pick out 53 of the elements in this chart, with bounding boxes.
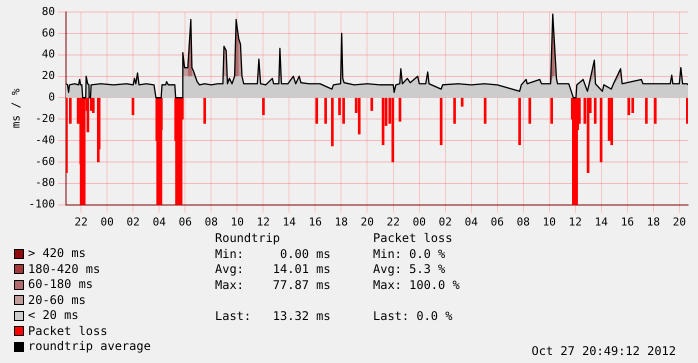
x-tick-label: 06: [178, 215, 192, 228]
x-tick-label: 00: [412, 215, 426, 228]
y-tick-label: -100: [28, 198, 55, 211]
legend-label: < 20 ms: [28, 308, 79, 324]
text: Min: 0.0 %: [373, 246, 446, 262]
text: Min: 0.00 ms: [215, 246, 332, 262]
x-tick-label: 20: [360, 215, 374, 228]
x-tick-label: 14: [594, 215, 608, 228]
text: Packet loss: [373, 231, 452, 246]
y-tick-label: 80: [42, 4, 55, 18]
x-tick-label: 22: [74, 215, 88, 228]
x-tick-label: 16: [620, 215, 634, 228]
y-tick-label: -80: [35, 176, 55, 190]
x-tick-label: 04: [152, 215, 166, 228]
legend-label: 60-180 ms: [28, 277, 94, 292]
x-tick-label: 00: [100, 215, 114, 228]
text: Last: 13.32 ms: [215, 308, 332, 324]
text: Last: 0.0 %: [373, 308, 452, 324]
x-tick-label: 14: [282, 215, 296, 228]
legend-label: 180-420 ms: [28, 262, 100, 277]
x-tick-label: 16: [308, 215, 322, 228]
x-tick-label: 08: [204, 215, 218, 228]
x-tick-label: 22: [386, 215, 400, 228]
x-tick-label: 20: [672, 215, 686, 228]
x-tick-label: 06: [490, 215, 504, 228]
y-tick-label: 20: [42, 69, 55, 82]
y-tick-label: -20: [35, 112, 55, 125]
y-tick-label: 60: [42, 26, 55, 40]
x-tick-label: 10: [542, 215, 556, 228]
x-tick-label: 12: [256, 215, 270, 228]
legend-label: > 420 ms: [28, 246, 86, 262]
y-axis-title: ms / %: [9, 88, 22, 128]
x-tick-label: 18: [334, 215, 348, 228]
y-tick-label: -60: [35, 154, 55, 168]
text: Avg: 5.3 %: [373, 262, 446, 278]
text: Avg: 14.01 ms: [215, 262, 332, 278]
y-tick-label: 0: [48, 90, 55, 104]
x-tick-label: 12: [568, 215, 582, 228]
x-tick-label: 08: [516, 215, 530, 228]
legend-label: 20-60 ms: [28, 292, 86, 308]
text: Max: 100.0 %: [373, 278, 460, 293]
x-tick-label: 02: [438, 215, 452, 228]
x-tick-label: 04: [464, 215, 478, 228]
x-tick-label: 02: [126, 215, 140, 228]
x-tick-label: 18: [646, 215, 660, 228]
text: Max: 77.87 ms: [215, 278, 332, 293]
text: Oct 27 20:49:12 2012: [532, 344, 676, 360]
legend-label: roundtrip average: [28, 339, 151, 354]
y-tick-label: -40: [35, 133, 55, 146]
legend-label: Packet loss: [28, 324, 108, 339]
text: Roundtrip: [215, 231, 282, 246]
x-tick-label: 10: [230, 215, 244, 228]
y-tick-label: 40: [42, 48, 55, 61]
